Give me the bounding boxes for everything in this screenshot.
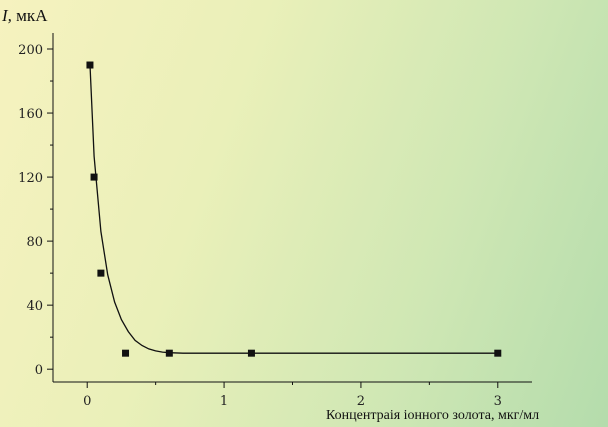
data-point — [90, 173, 98, 181]
data-point — [494, 349, 502, 357]
y-axis-variable: I, — [1, 6, 12, 25]
y-axis-title: I, мкА — [1, 6, 48, 25]
x-tick-label: 3 — [494, 394, 502, 409]
y-axis-unit: мкА — [12, 6, 48, 25]
y-tick-label: 160 — [18, 107, 43, 122]
data-point — [122, 349, 130, 357]
ticks: 0 40 80 120 160 200 0 1 2 3 — [18, 43, 502, 409]
data-point — [247, 349, 255, 357]
axes — [52, 33, 532, 383]
y-tick-label: 120 — [18, 171, 43, 186]
y-tick-label: 200 — [18, 43, 43, 58]
fit-curve — [89, 64, 498, 354]
y-tick-label: 40 — [26, 299, 43, 314]
x-tick-label: 1 — [220, 394, 228, 409]
data-point — [97, 269, 105, 277]
data-point — [165, 349, 173, 357]
y-tick-label: 80 — [26, 235, 43, 250]
x-axis-title: Концентраія іонного золота, мкг/мл — [326, 408, 539, 423]
data-points — [86, 61, 502, 357]
x-tick-label: 0 — [83, 394, 91, 409]
y-tick-label: 0 — [35, 363, 43, 378]
data-point — [86, 61, 94, 69]
x-tick-label: 2 — [357, 394, 365, 409]
